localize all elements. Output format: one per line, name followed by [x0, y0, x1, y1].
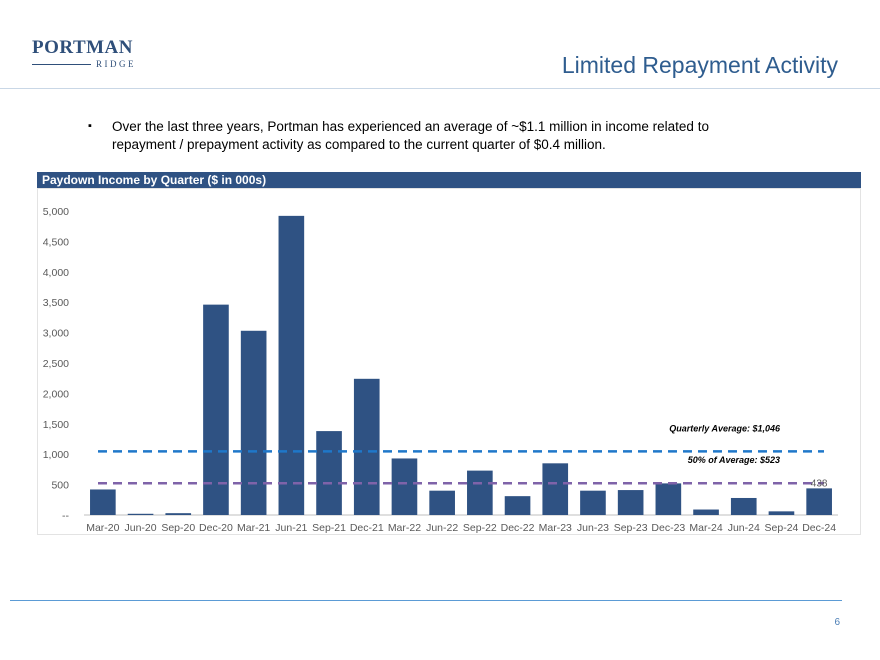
bar-mar-22 — [391, 458, 418, 515]
page-number: 6 — [834, 617, 840, 628]
chart-title-bar: Paydown Income by Quarter ($ in 000s) — [37, 172, 861, 188]
x-tick-label: Jun-20 — [124, 522, 156, 534]
x-tick-label: Jun-23 — [577, 522, 609, 534]
x-tick-label: Mar-23 — [539, 522, 572, 534]
x-tick-label: Jun-21 — [275, 522, 307, 534]
page-title: Limited Repayment Activity — [561, 52, 838, 78]
bar-jun-20 — [127, 513, 154, 515]
x-tick-label: Mar-22 — [388, 522, 421, 534]
bar-dec-24 — [806, 488, 832, 515]
bar-mar-24 — [693, 509, 719, 515]
bar-sep-22 — [467, 470, 493, 515]
logo-sub-row: RIDGE — [32, 59, 136, 69]
bar-data-label: 438 — [811, 478, 828, 489]
logo-rule — [32, 63, 91, 65]
logo-wordmark: PORTMAN — [32, 37, 133, 58]
bar-sep-23 — [617, 490, 644, 515]
y-tick-label: 3,500 — [43, 297, 69, 309]
bar-sep-20 — [165, 513, 192, 515]
bar-mar-21 — [240, 330, 267, 515]
bar-mar-20 — [90, 489, 116, 515]
bullet-icon: ▪ — [88, 120, 92, 132]
y-tick-label: 3,000 — [43, 328, 69, 340]
bar-jun-22 — [429, 490, 455, 515]
x-tick-label: Mar-21 — [237, 522, 270, 534]
y-tick-label: 1,000 — [43, 449, 69, 461]
header-divider — [0, 88, 880, 89]
logo-subtext: RIDGE — [96, 59, 136, 69]
x-tick-label: Mar-20 — [86, 522, 119, 534]
bar-dec-21 — [353, 378, 380, 515]
x-tick-label: Jun-24 — [728, 522, 760, 534]
y-tick-label: 1,500 — [43, 419, 69, 431]
chart-frame: -- 500 1,000 1,500 2,000 2,500 3,000 3,500 4,000… — [37, 188, 861, 535]
bar-sep-24 — [768, 511, 795, 515]
x-tick-label: Jun-22 — [426, 522, 458, 534]
summary-bullet: ▪ Over the last three years, Portman has… — [88, 118, 732, 154]
y-tick-label: 2,000 — [43, 388, 69, 400]
bar-mar-23 — [542, 463, 569, 515]
bar-sep-21 — [316, 431, 342, 515]
bar-jun-21 — [278, 215, 305, 515]
x-tick-label: Dec-21 — [350, 522, 384, 534]
y-tick-label: 4,500 — [43, 236, 69, 248]
x-tick-label: Dec-24 — [802, 522, 836, 534]
y-tick-label: 500 — [51, 480, 69, 492]
bar-dec-22 — [504, 496, 531, 515]
y-tick-label: 4,000 — [43, 267, 69, 279]
bar-dec-20 — [203, 304, 229, 515]
x-tick-label: Sep-20 — [161, 522, 195, 534]
bar-jun-23 — [580, 490, 606, 515]
footer-divider — [10, 600, 842, 601]
y-tick-label: 2,500 — [43, 358, 69, 370]
x-tick-label: Sep-21 — [312, 522, 346, 534]
x-tick-label: Dec-23 — [651, 522, 685, 534]
summary-text: Over the last three years, Portman has e… — [112, 119, 709, 152]
half-average-label: 50% of Average: $523 — [688, 455, 780, 465]
y-tick-label: -- — [62, 510, 69, 522]
x-tick-label: Sep-22 — [463, 522, 497, 534]
x-tick-label: Sep-23 — [614, 522, 648, 534]
x-tick-label: Sep-24 — [765, 522, 799, 534]
x-tick-label: Dec-22 — [501, 522, 535, 534]
bar-jun-24 — [730, 497, 757, 515]
y-tick-label: 5,000 — [43, 206, 69, 218]
quarterly-average-label: Quarterly Average: $1,046 — [669, 423, 781, 433]
portman-ridge-logo: PORTMAN RIDGE — [32, 38, 136, 69]
x-tick-label: Dec-20 — [199, 522, 233, 534]
bar-dec-23 — [655, 483, 682, 515]
paydown-income-chart: -- 500 1,000 1,500 2,000 2,500 3,000 3,500 4,000… — [43, 206, 838, 534]
x-tick-label: Mar-24 — [689, 522, 722, 534]
